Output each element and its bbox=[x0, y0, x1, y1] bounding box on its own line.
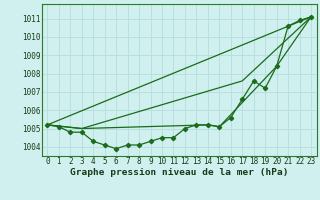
X-axis label: Graphe pression niveau de la mer (hPa): Graphe pression niveau de la mer (hPa) bbox=[70, 168, 288, 177]
